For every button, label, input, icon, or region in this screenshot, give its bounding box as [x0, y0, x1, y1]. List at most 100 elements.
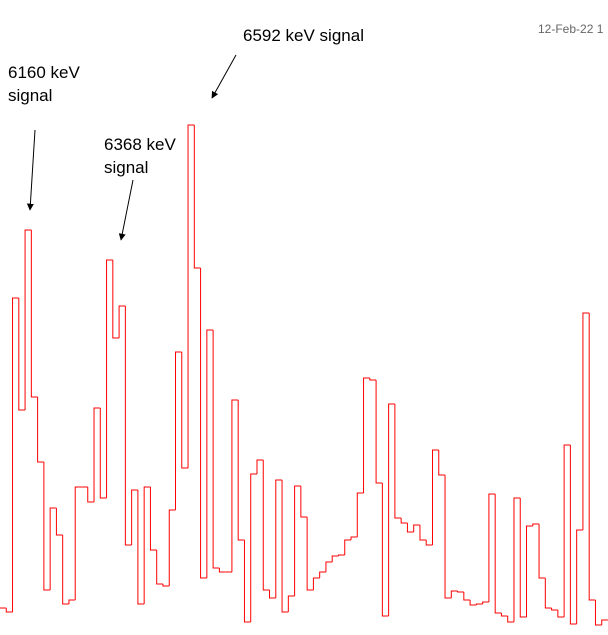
histogram-bin — [250, 473, 257, 622]
histogram-bin — [413, 524, 420, 532]
histogram-bin — [275, 479, 283, 598]
histogram-bin — [344, 539, 352, 555]
histogram-bin — [200, 268, 207, 579]
histogram-bin — [488, 493, 496, 602]
histogram-bin — [551, 608, 558, 611]
histogram-bin — [513, 497, 521, 622]
histogram-bin — [306, 517, 314, 591]
arrow — [118, 179, 134, 241]
histogram-bin — [425, 540, 433, 546]
histogram-bin — [312, 577, 320, 590]
histogram-bin — [12, 297, 19, 612]
histogram-bin — [331, 555, 339, 562]
histogram-bin — [43, 462, 51, 591]
histogram-bin — [62, 535, 69, 605]
histogram-bin — [388, 403, 395, 616]
histogram-bin — [569, 445, 577, 625]
histogram-bin — [218, 568, 226, 573]
histogram-bin — [49, 507, 57, 590]
histogram-bin — [256, 459, 264, 474]
histogram-bin — [601, 619, 608, 625]
histogram-bin — [237, 400, 245, 541]
histogram-bin — [544, 578, 552, 609]
histogram-bin — [557, 610, 565, 618]
histogram-bin — [24, 229, 32, 410]
histogram-bin — [124, 306, 132, 546]
histogram-bin — [37, 397, 44, 463]
histogram-bin — [469, 600, 477, 606]
histogram-bin — [68, 599, 76, 604]
histogram-bin — [112, 260, 120, 339]
histogram-bin — [375, 380, 383, 484]
histogram-bin — [287, 595, 295, 612]
arrow — [211, 54, 237, 99]
annotation: 6368 keV — [104, 135, 176, 154]
histogram-bin — [325, 561, 333, 572]
histogram-bin — [231, 399, 239, 572]
histogram-bin — [187, 124, 195, 468]
histogram-bin — [463, 592, 471, 601]
histogram-bin — [406, 523, 414, 533]
histogram-bin — [193, 125, 201, 269]
histogram-bin — [243, 540, 251, 623]
histogram-bin — [294, 485, 301, 596]
histogram-bin — [438, 450, 446, 476]
histogram-bin — [137, 490, 145, 605]
histogram-bin — [93, 407, 101, 502]
histogram-bin — [450, 590, 458, 598]
histogram-bin — [131, 489, 138, 545]
histogram-bin — [143, 486, 151, 604]
histogram-bin — [118, 305, 126, 338]
histogram-bin — [319, 571, 326, 578]
histogram-bin — [563, 444, 571, 617]
histogram-bin — [149, 487, 157, 551]
annotation: 6160 keV — [8, 63, 80, 82]
histogram-bin — [350, 536, 358, 540]
annotation: signal — [8, 86, 52, 105]
histogram-bin — [99, 408, 107, 499]
histogram-bin — [582, 312, 590, 530]
histogram-bin — [538, 524, 546, 579]
histogram-bin — [212, 330, 220, 569]
histogram-bin — [55, 508, 63, 536]
date-stamp: 12-Feb-22 1 — [538, 22, 604, 36]
histogram-bin — [594, 600, 602, 626]
histogram-bin — [168, 509, 176, 586]
histogram-bin — [500, 613, 508, 617]
histogram-bin — [369, 378, 377, 381]
histogram-bin — [30, 230, 38, 398]
histogram-bin — [300, 486, 308, 518]
histogram-bin — [337, 554, 345, 556]
histogram-bin — [162, 584, 170, 587]
histogram-bin — [532, 523, 540, 526]
histogram-bin — [588, 313, 596, 601]
histogram-bin — [206, 329, 214, 578]
histogram-bin — [356, 492, 364, 537]
histogram-bin — [419, 525, 427, 541]
histogram-bin — [87, 487, 95, 503]
histogram-bin — [482, 601, 489, 604]
histogram-bin — [400, 518, 408, 524]
histogram-bin — [175, 351, 182, 510]
annotation: signal — [104, 158, 148, 177]
histogram-bin — [475, 603, 483, 605]
histogram-bin — [431, 449, 439, 545]
histogram-bin — [507, 616, 514, 623]
histogram-bin — [519, 498, 527, 618]
histogram-bin — [262, 460, 270, 591]
histogram-bin — [269, 590, 276, 599]
histogram-bin — [5, 608, 13, 613]
histogram-bin — [18, 298, 26, 411]
histogram-bin — [526, 525, 533, 617]
histogram-bin — [381, 483, 389, 617]
annotation: 6592 keV signal — [243, 26, 364, 45]
histogram-bin — [74, 486, 82, 600]
histogram-bin — [444, 475, 452, 599]
arrow — [26, 129, 36, 211]
histogram-bin — [494, 494, 502, 614]
histogram-bin — [106, 259, 113, 498]
histogram-bin — [181, 352, 189, 469]
histogram-bin — [394, 404, 402, 519]
